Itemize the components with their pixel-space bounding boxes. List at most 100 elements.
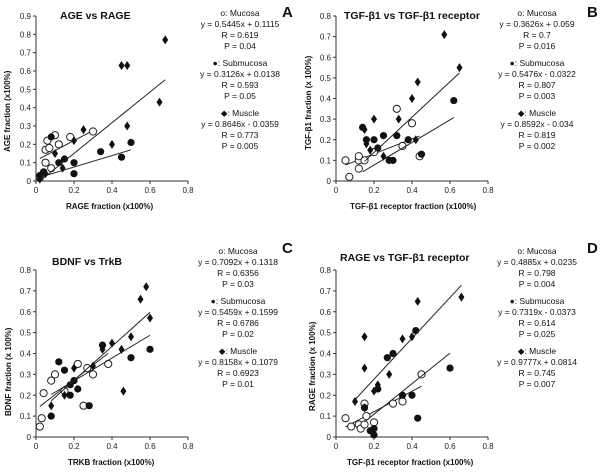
data-point-filled-diamond xyxy=(371,114,377,124)
y-tick-label: 0.6 xyxy=(320,53,332,62)
x-tick-label: 0.4 xyxy=(106,442,118,451)
legend-entry: ◆: Muscle y = 0.9777x + 0.0814 R = 0.745 P … xyxy=(478,346,596,390)
legend-r: R = 0.773 xyxy=(221,130,259,140)
y-tick-label: 0.6 xyxy=(320,308,332,317)
data-point-filled-diamond xyxy=(80,125,87,135)
data-point-filled-diamond xyxy=(90,361,96,371)
data-point-filled-diamond xyxy=(361,332,368,342)
chart-c: 0 0.2 0.4 0.6 0.8 0 0.1 0.2 0.3 0.4 0.5 0.6 0.7 0.8 xyxy=(20,266,194,451)
data-point-filled-circle xyxy=(379,132,388,140)
legend-entry: ◆: Muscle y = 0.8592x - 0.034 R = 0.819 P =… xyxy=(478,108,596,152)
y-tick-label: 0.3 xyxy=(20,122,32,131)
data-point-filled-circle xyxy=(146,345,154,353)
chart-title: TGF-β1 vs TGF-β1 receptor xyxy=(344,10,480,22)
y-tick-label: 0.3 xyxy=(320,370,332,379)
x-tick-label: 0 xyxy=(34,186,39,195)
data-point-filled-diamond xyxy=(128,332,134,342)
data-point-open-circle xyxy=(341,156,350,165)
x-tick-label: 0.8 xyxy=(482,442,494,451)
y-axis-label: TGF-β1 fraction (x 100%) xyxy=(304,55,313,150)
y-tick-label: 0.5 xyxy=(320,74,332,83)
data-point-filled-circle xyxy=(374,144,382,152)
data-point-filled-diamond xyxy=(352,397,358,407)
y-tick-label: 0.4 xyxy=(20,104,32,113)
data-point-filled-diamond xyxy=(109,338,115,348)
legend-r: R = 0.614 xyxy=(518,318,556,328)
y-tick-label: 0.4 xyxy=(320,350,332,359)
legend: o: Mucosa y = 0.4885x + 0.0235 R = 0.798 P … xyxy=(478,246,596,396)
data-point-filled-diamond xyxy=(124,61,131,70)
legend-equation: y = 0.8158x + 0.1079 xyxy=(198,357,278,367)
panel-letter: A xyxy=(282,4,293,21)
data-point-open-circle xyxy=(347,422,356,431)
legend-r: R = 0.807 xyxy=(518,80,556,90)
legend-series-name: ●: Submucosa xyxy=(210,296,266,306)
data-point-filled-circle xyxy=(412,326,420,335)
data-point-filled-circle xyxy=(66,391,74,399)
legend-equation: y = 0.4885x + 0.0235 xyxy=(497,257,577,267)
data-point-open-circle xyxy=(47,376,56,385)
legend: o: Mucosa y = 0.7092x + 0.1318 R = 0.6356 P… xyxy=(179,246,297,396)
data-point-filled-diamond xyxy=(71,136,77,146)
panel-letter: C xyxy=(282,240,293,257)
legend-p: P = 0.005 xyxy=(221,141,259,151)
legend: o: Mucosa y = 0.3626x + 0.059 R = 0.7 P = 0… xyxy=(478,8,596,158)
y-tick-label: 0 xyxy=(327,433,332,442)
legend-r: R = 0.6356 xyxy=(217,268,259,278)
legend-series-name: ◆: Muscle xyxy=(517,346,557,356)
legend-series-name: ◆: Muscle xyxy=(220,108,260,118)
legend-r: R = 0.819 xyxy=(518,130,556,140)
y-tick-label: 0.7 xyxy=(20,49,32,58)
legend-entry: o: Mucosa y = 0.5445x + 0.1115 R = 0.619 P … xyxy=(181,8,299,52)
data-point-open-circle xyxy=(341,414,350,423)
data-point-filled-circle xyxy=(404,136,412,144)
data-point-filled-circle xyxy=(389,156,397,164)
legend-r: R = 0.798 xyxy=(518,268,556,278)
data-point-filled-circle xyxy=(398,391,407,399)
legend-equation: y = 0.7092x + 0.1318 xyxy=(198,257,278,267)
data-point-filled-diamond xyxy=(414,296,421,306)
data-point-open-circle xyxy=(39,389,48,398)
chart-title: BDNF vs TrkB xyxy=(52,256,123,268)
data-point-filled-circle xyxy=(393,132,401,140)
data-point-filled-diamond xyxy=(458,292,465,302)
legend-series-name: o: Mucosa xyxy=(517,246,557,256)
data-point-filled-diamond xyxy=(414,77,421,87)
trend-line xyxy=(362,117,455,173)
x-tick-label: 0 xyxy=(34,442,39,451)
data-point-filled-circle xyxy=(97,148,105,156)
legend-entry: o: Mucosa y = 0.4885x + 0.0235 R = 0.798 P … xyxy=(478,246,596,290)
data-point-filled-circle xyxy=(60,366,69,374)
data-point-open-circle xyxy=(345,172,354,181)
legend: o: Mucosa y = 0.5445x + 0.1115 R = 0.619 P … xyxy=(181,8,299,158)
y-tick-label: 0 xyxy=(27,433,32,442)
legend-r: R = 0.593 xyxy=(221,80,259,90)
x-tick-label: 0 xyxy=(334,442,339,451)
chart-b: 0 0.2 0.4 0.6 0.8 0 0.1 0.2 0.3 0.4 0.5 0.6 0.7 0.8 xyxy=(320,12,494,195)
chart-title: AGE vs RAGE xyxy=(60,10,131,22)
legend-series-name: ●: Submucosa xyxy=(212,58,268,68)
y-tick-label: 0.1 xyxy=(20,159,32,168)
legend-series-name: ●: Submucosa xyxy=(509,296,565,306)
data-point-open-circle xyxy=(88,127,98,136)
trend-line xyxy=(364,352,451,423)
y-tick-label: 0.9 xyxy=(20,12,32,21)
data-point-filled-circle xyxy=(70,170,78,178)
legend-r: R = 0.745 xyxy=(518,368,556,378)
x-tick-label: 0.8 xyxy=(182,186,194,195)
data-point-open-circle xyxy=(417,370,426,379)
legend-p: P = 0.003 xyxy=(518,91,556,101)
data-point-filled-diamond xyxy=(374,380,381,390)
panel-c: 0 0.2 0.4 0.6 0.8 0 0.1 0.2 0.3 0.4 0.5 0.6 0.7 0.8 B… xyxy=(0,236,300,472)
legend-equation: y = 0.8592x - 0.034 xyxy=(500,119,574,129)
data-point-filled-diamond xyxy=(395,114,402,124)
y-tick-label: 0.5 xyxy=(20,85,32,94)
x-tick-label: 0.4 xyxy=(406,186,418,195)
data-point-filled-circle xyxy=(127,138,135,147)
legend-equation: y = 0.3626x + 0.059 xyxy=(499,19,575,29)
legend-equation: y = 0.7319x - 0.0373 xyxy=(498,307,576,317)
data-point-filled-circle xyxy=(60,155,69,163)
trend-line xyxy=(354,284,462,400)
data-point-filled-diamond xyxy=(118,344,125,354)
x-tick-label: 0.2 xyxy=(368,442,380,451)
